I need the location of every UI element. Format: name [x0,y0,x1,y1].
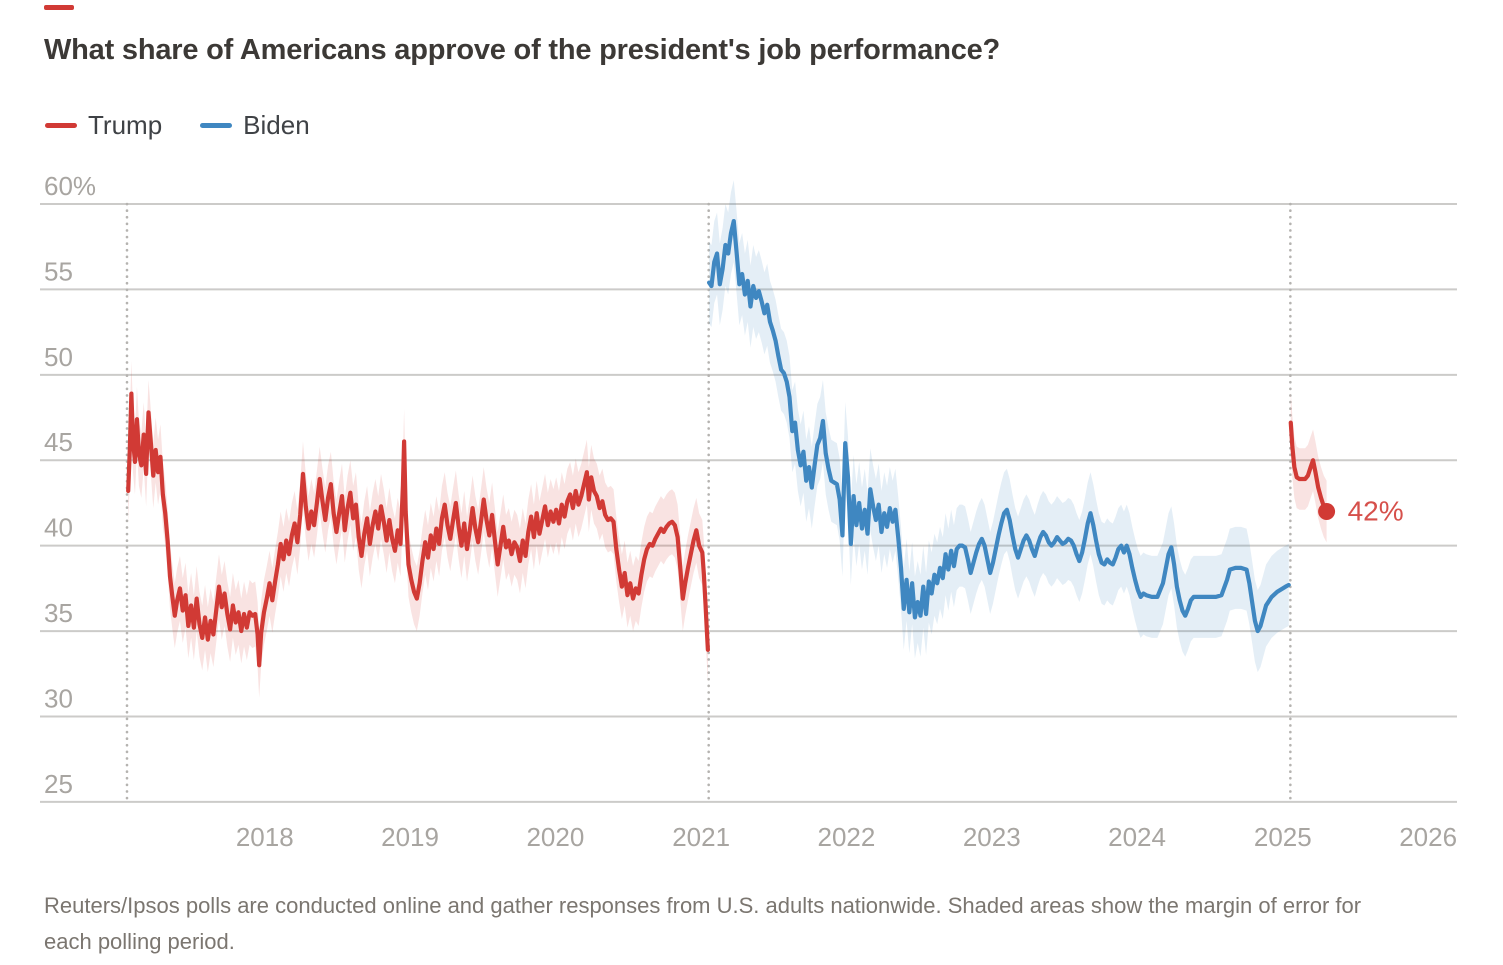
accent-dash [44,5,74,10]
x-axis-label: 2023 [963,822,1021,852]
series-line-biden [706,218,1291,634]
x-axis-label: 2022 [818,822,876,852]
latest-value-label: 42% [1348,495,1404,526]
legend: Trump Biden [45,110,310,141]
margin-of-error-band [128,361,708,698]
chart-title: What share of Americans approve of the p… [44,34,1001,66]
legend-label-biden: Biden [243,110,310,140]
y-axis-label: 35 [44,598,73,628]
y-axis-label: 30 [44,683,73,713]
biden-line-swatch [200,123,233,128]
x-axis-label: 2025 [1254,822,1312,852]
trump-line-swatch [45,123,77,128]
y-axis-label: 60% [44,171,96,201]
series-line-trump-2nd-term- [1288,420,1329,514]
y-axis-label: 55 [44,256,73,286]
x-axis-label: 2024 [1108,822,1166,852]
y-axis-label: 40 [44,513,73,543]
footnote: Reuters/Ipsos polls are conducted online… [44,893,1362,954]
y-axis-label: 25 [44,769,73,799]
y-axis-label: 45 [44,427,73,457]
latest-value-dot [1318,502,1336,520]
x-axis-label: 2026 [1399,822,1457,852]
x-axis-label: 2019 [381,822,439,852]
x-axis-label: 2018 [236,822,294,852]
x-axis-label: 2021 [672,822,730,852]
series-line-trump-1st-term- [126,391,710,668]
legend-label-trump: Trump [88,110,163,140]
x-axis-label: 2020 [526,822,584,852]
legend-item-trump: Trump [45,110,162,141]
y-axis-label: 50 [44,342,73,372]
legend-item-biden: Biden [200,110,310,141]
